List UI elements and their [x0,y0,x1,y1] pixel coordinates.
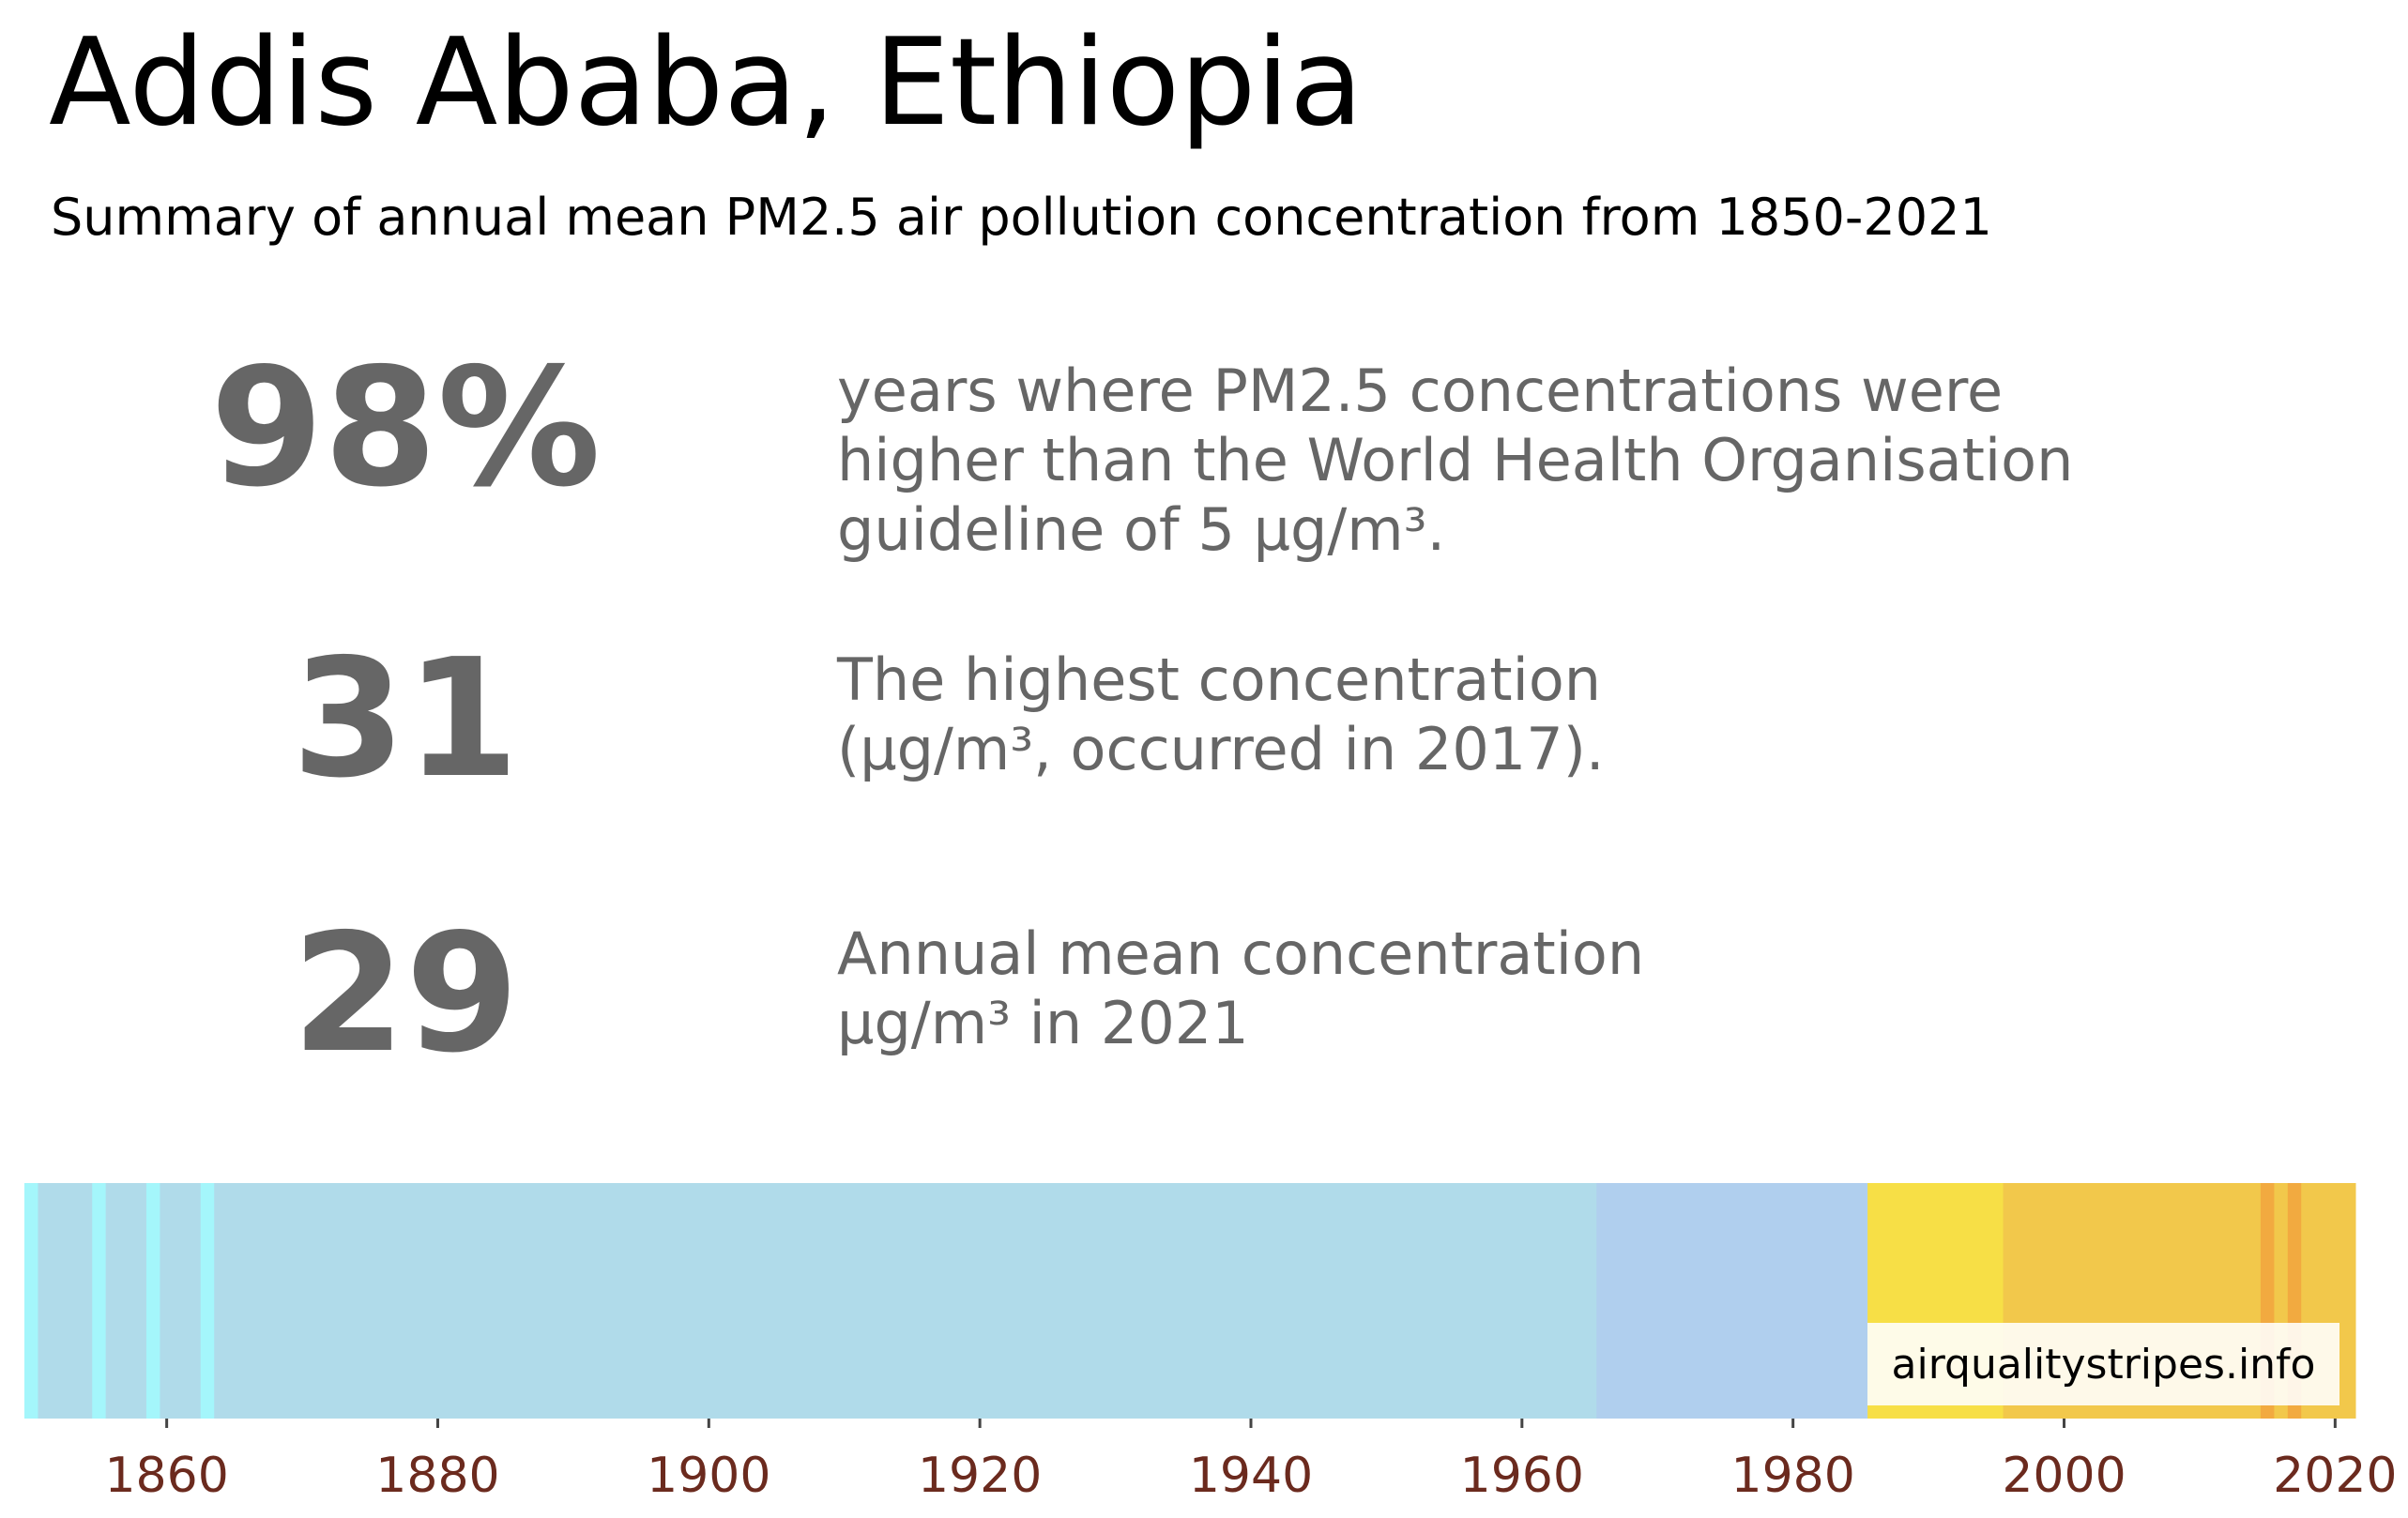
stripe-1856-1859 [105,1183,147,1419]
stripe-1851-1855 [38,1183,93,1419]
x-tick-label: 1920 [918,1448,1042,1504]
stripe-1855-1856 [92,1183,107,1419]
stat-highest-value: 31 [291,624,520,814]
stripe-1863-1864 [200,1183,215,1419]
stripe-1860-1863 [160,1183,202,1419]
stat-exceedance-line: guideline of 5 µg/m³. [837,495,1446,564]
stat-highest-description: The highest concentration (µg/m³, occurr… [837,645,1605,784]
stripe-1966-1986 [1596,1183,1868,1419]
stat-latest-value: 29 [291,899,520,1089]
stat-latest-line: Annual mean concentration [837,919,1645,988]
stat-exceedance-value: 98% [209,333,602,524]
stat-latest-line: µg/m³ in 2021 [837,989,1249,1057]
x-tick-label: 1880 [375,1448,499,1504]
stat-exceedance-line: higher than the World Health Organisatio… [837,426,2074,494]
x-tick-label: 1980 [1730,1448,1854,1504]
stripe-1859-1860 [145,1183,160,1419]
stat-exceedance-line: years where PM2.5 concentrations were [837,357,2004,425]
stat-highest-line: The highest concentration [837,645,1602,714]
credit-label: airqualitystripes.info [1867,1323,2339,1405]
x-tick-label: 1900 [647,1448,770,1504]
stat-exceedance-description: years where PM2.5 concentrations were hi… [837,357,2073,565]
x-tick-label: 1960 [1460,1448,1584,1504]
page-title: Addis Ababa, Ethiopia [49,13,1364,153]
stat-latest-description: Annual mean concentration µg/m³ in 2021 [837,919,1644,1058]
x-tick-label: 2020 [2273,1448,2397,1504]
x-tick-label: 1860 [104,1448,228,1504]
stripe-1850-1851 [24,1183,38,1419]
stat-highest-line: (µg/m³, occurred in 2017). [837,715,1605,783]
x-tick-label: 1940 [1189,1448,1313,1504]
stripe-1864-1966 [214,1183,1597,1419]
x-tick-label: 2000 [2002,1448,2126,1504]
page-subtitle: Summary of annual mean PM2.5 air polluti… [51,188,1992,247]
